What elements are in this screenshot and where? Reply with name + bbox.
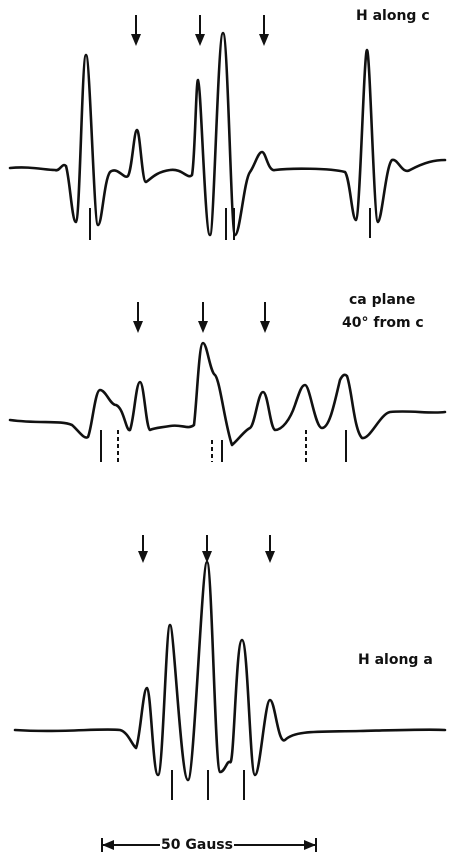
arrows [138,535,275,563]
spectrum-label: H along c [356,8,430,24]
line-markers [89,208,371,240]
arrows [133,302,270,333]
line-markers [171,770,245,800]
line-markers [100,430,347,462]
spectrum-label: ca plane [349,292,415,308]
spectrum-label: H along a [358,652,433,668]
scale-bar [101,838,317,852]
spectrum-trace [8,341,447,447]
arrows [131,15,269,46]
spectrum-trace [13,560,447,782]
spectrum-trace [8,31,447,237]
spectrum-label: 40° from c [342,315,424,331]
scale-label: 50 Gauss [161,837,233,853]
